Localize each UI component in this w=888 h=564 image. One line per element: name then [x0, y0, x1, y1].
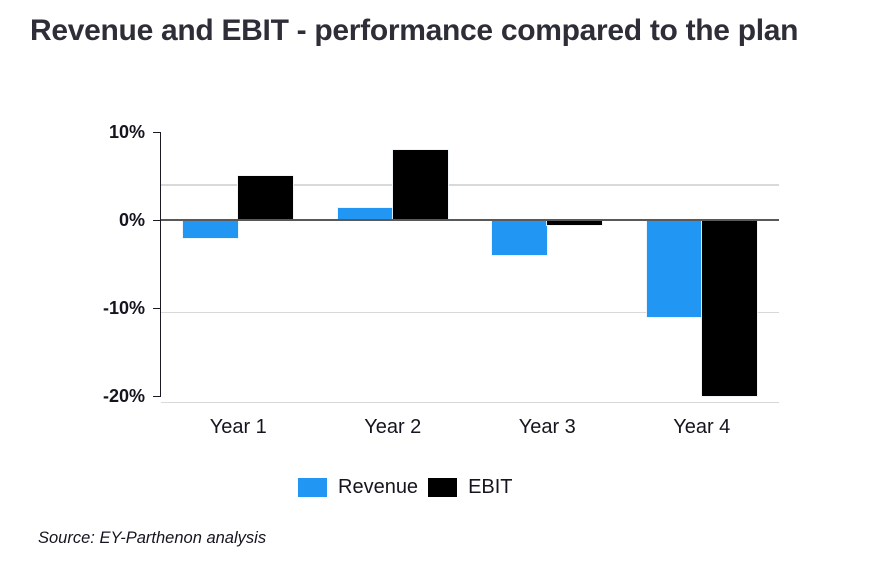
- gridline: [161, 311, 779, 314]
- legend-label-revenue: Revenue: [338, 476, 419, 498]
- legend-swatch-ebit: [428, 477, 458, 497]
- x-axis-label-year-4: Year 4: [673, 416, 731, 438]
- bar-revenue-year-1: [183, 220, 238, 238]
- y-tick: [153, 219, 160, 221]
- chart-title: Revenue and EBIT - performance compared …: [30, 14, 799, 47]
- y-tick: [153, 307, 160, 309]
- bar-ebit-year-3: [547, 220, 602, 226]
- legend-label-ebit: EBIT: [468, 476, 513, 498]
- y-axis-tick-label: 10%: [108, 122, 145, 142]
- x-axis-label-year-2: Year 2: [364, 416, 422, 438]
- gridline: [161, 401, 779, 404]
- legend-swatch-revenue: [298, 477, 327, 497]
- y-tick: [153, 395, 160, 397]
- y-axis-tick-label: 0%: [118, 210, 145, 230]
- bar-ebit-year-4: [701, 220, 757, 396]
- x-axis-label-year-1: Year 1: [209, 416, 267, 438]
- bar-ebit-year-2: [392, 149, 448, 220]
- y-axis-tick-label: -20%: [102, 386, 145, 406]
- y-tick: [153, 131, 160, 133]
- zero-axis-line: [161, 219, 779, 221]
- x-axis-label-year-3: Year 3: [518, 416, 576, 438]
- bar-revenue-year-4: [646, 220, 702, 317]
- y-axis-tick-label: -10%: [102, 298, 145, 318]
- source-note: Source: EY-Parthenon analysis: [38, 529, 267, 547]
- chart-legend: Revenue EBIT: [298, 476, 523, 498]
- bar-revenue-year-2: [337, 207, 393, 220]
- gridline: [161, 184, 779, 186]
- bar-ebit-year-1: [238, 176, 293, 220]
- bar-revenue-year-3: [492, 220, 547, 256]
- y-axis-line: [159, 132, 161, 397]
